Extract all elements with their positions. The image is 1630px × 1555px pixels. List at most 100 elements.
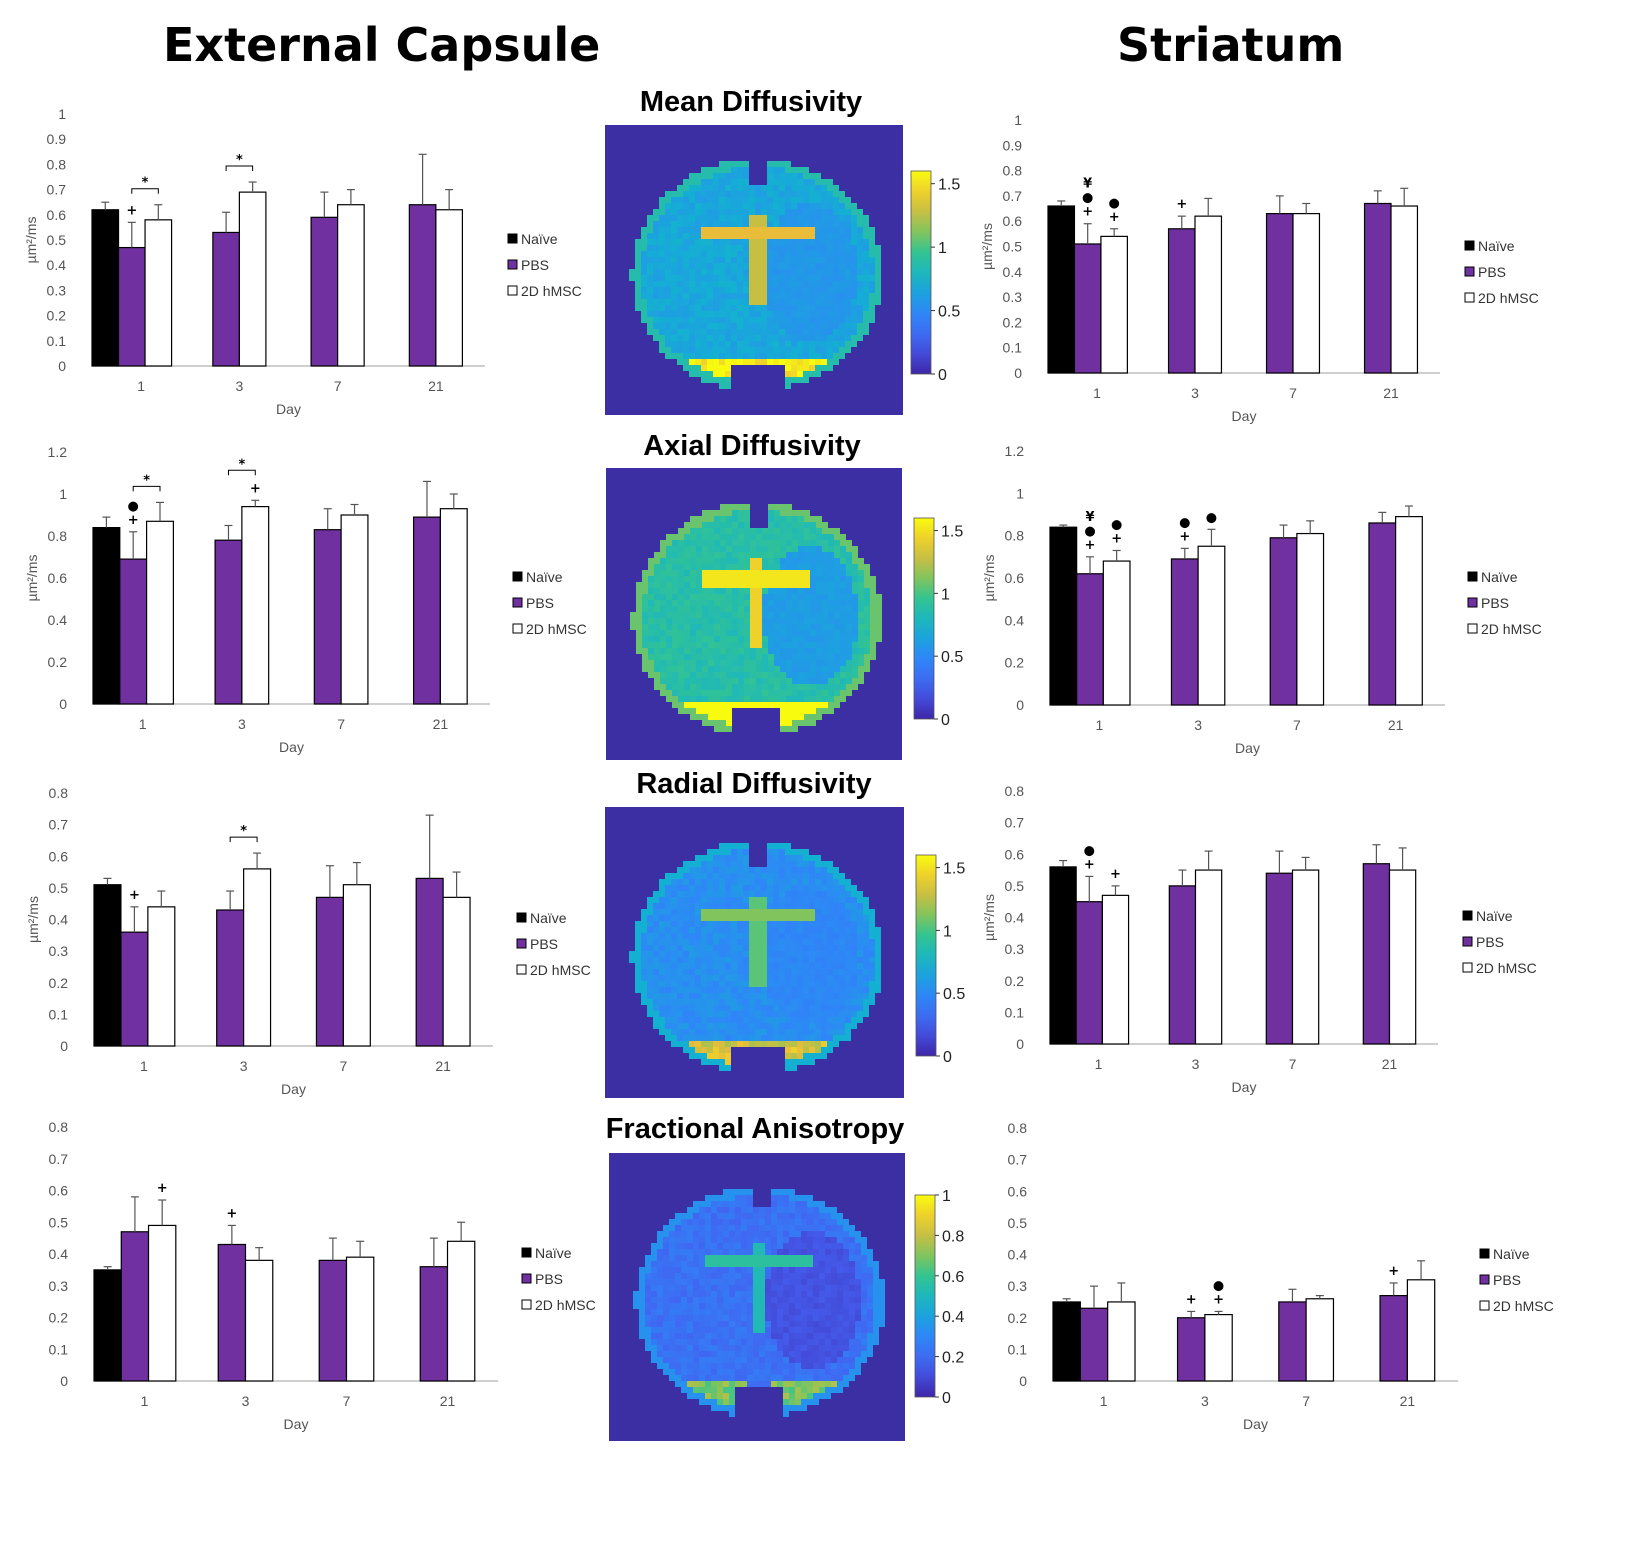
significance-marker: ¥ <box>1083 177 1092 192</box>
colorbar-gradient <box>910 170 932 375</box>
axial-diffusivity-colorbar: 0 0.5 1 1.5 <box>913 517 963 729</box>
x-tick-label: 7 <box>1293 717 1301 733</box>
legend-label: Naïve <box>1481 569 1518 585</box>
bar-pbs <box>1265 872 1294 1045</box>
x-tick-label: 7 <box>1302 1393 1310 1409</box>
radial-diffusivity-map <box>605 807 904 1098</box>
bar-2d-hmsc <box>1292 213 1321 374</box>
significance-marker: + <box>1179 529 1190 544</box>
mean-diffusivity-colorbar: 0 0.5 1 1.5 <box>910 170 960 384</box>
significance-marker: ● <box>1179 515 1190 530</box>
significance-marker: + <box>1176 197 1187 212</box>
significance-marker: + <box>1109 210 1120 225</box>
y-tick-label: 0.3 <box>49 943 69 959</box>
x-tick-label: 3 <box>240 1058 248 1074</box>
significance-marker: ● <box>1082 191 1093 206</box>
y-axis-label: µm²/ms <box>981 894 997 941</box>
bar-2d-hmsc <box>147 906 176 1047</box>
legend-swatch <box>1467 571 1478 582</box>
significance-marker: ¥ <box>1085 510 1094 525</box>
bar-pbs <box>1073 243 1102 374</box>
significance-marker: ● <box>1108 196 1119 211</box>
bar-2d-hmsc <box>1395 516 1423 706</box>
bar-2d-hmsc <box>345 1256 375 1382</box>
y-tick-label: 0.6 <box>48 570 68 586</box>
y-tick-label: 0.8 <box>1003 163 1023 179</box>
y-tick-label: 1 <box>58 106 66 122</box>
y-axis-label: µm²/ms <box>981 555 997 602</box>
bar-2d-hmsc <box>446 1240 476 1382</box>
mean-diffusivity-title: Mean Diffusivity <box>639 86 863 118</box>
x-tick-label: 21 <box>435 1058 451 1074</box>
legend-label: Naïve <box>535 1245 572 1261</box>
y-tick-label: 0.8 <box>1008 1120 1028 1136</box>
colorbar-tick-label: 1 <box>942 1188 951 1205</box>
bar-2d-hmsc <box>244 1259 274 1382</box>
x-axis-label: Day <box>276 401 301 417</box>
significance-marker: ● <box>128 499 139 514</box>
significance-marker: * <box>142 176 149 191</box>
y-tick-label: 0 <box>59 696 67 712</box>
y-tick-label: 0.3 <box>47 282 67 298</box>
significance-bracket <box>225 165 254 172</box>
significance-marker: ● <box>1111 517 1122 532</box>
y-tick-label: 0.6 <box>1005 570 1025 586</box>
x-tick-label: 21 <box>1400 1393 1416 1409</box>
y-tick-label: 0.4 <box>1003 264 1023 280</box>
y-tick-label: 0.1 <box>1005 1004 1025 1020</box>
bar-pbs <box>1265 213 1294 374</box>
y-tick-label: 0.5 <box>1005 878 1025 894</box>
x-tick-label: 1 <box>140 1058 148 1074</box>
significance-marker: * <box>240 824 247 839</box>
legend-label: PBS <box>1476 934 1504 950</box>
y-tick-label: 0.1 <box>47 333 67 349</box>
colorbar-tick-label: 0.2 <box>942 1350 964 1367</box>
bar-pbs <box>1363 202 1392 374</box>
y-tick-label: 0 <box>1014 365 1022 381</box>
y-tick-label: 0.7 <box>47 182 67 198</box>
y-tick-label: 0.6 <box>1005 846 1025 862</box>
y-tick-label: 0.7 <box>1008 1152 1028 1168</box>
significance-bracket <box>227 469 256 476</box>
legend-swatch <box>1479 1248 1490 1259</box>
y-tick-label: 1 <box>59 486 67 502</box>
legend-label: PBS <box>530 936 558 952</box>
x-axis-label: Day <box>1232 408 1257 424</box>
colorbar-tick-label: 1 <box>943 923 952 940</box>
brain-pixels <box>629 843 881 1071</box>
legend-swatch <box>521 1299 532 1310</box>
bar-pbs <box>419 1266 449 1382</box>
bar-pbs <box>216 909 245 1047</box>
y-tick-label: 0.3 <box>1003 289 1023 305</box>
colorbar-tick-label: 0.4 <box>942 1309 964 1326</box>
x-tick-label: 3 <box>235 378 243 394</box>
y-tick-label: 0 <box>60 1373 68 1389</box>
colorbar-tick-label: 1.5 <box>938 177 960 194</box>
x-axis-label: Day <box>1232 1079 1257 1095</box>
bar-pbs <box>1379 1295 1408 1382</box>
x-tick-label: 3 <box>1194 717 1202 733</box>
significance-marker: + <box>126 203 137 218</box>
y-tick-label: 0.6 <box>49 848 69 864</box>
bar-pbs <box>1167 228 1196 374</box>
legend-label: PBS <box>1481 595 1509 611</box>
brain-pixels <box>633 1189 885 1417</box>
legend-label: 2D hMSC <box>521 283 582 299</box>
y-tick-label: 0.4 <box>1005 612 1025 628</box>
y-tick-label: 0.5 <box>49 1214 69 1230</box>
colorbar-gradient <box>915 854 937 1057</box>
striatum-title: Striatum <box>1117 18 1345 72</box>
x-tick-label: 7 <box>337 716 345 732</box>
legend-swatch <box>512 571 523 582</box>
significance-marker: + <box>1082 205 1093 220</box>
x-tick-label: 7 <box>343 1393 351 1409</box>
legend-swatch <box>1462 936 1473 947</box>
significance-marker: * <box>236 153 243 168</box>
legend-swatch <box>516 964 527 975</box>
y-tick-label: 0.7 <box>49 1151 69 1167</box>
significance-marker: + <box>1084 857 1095 872</box>
y-tick-label: 0.8 <box>1005 528 1025 544</box>
x-tick-label: 21 <box>440 1393 456 1409</box>
significance-marker: ● <box>1084 524 1095 539</box>
